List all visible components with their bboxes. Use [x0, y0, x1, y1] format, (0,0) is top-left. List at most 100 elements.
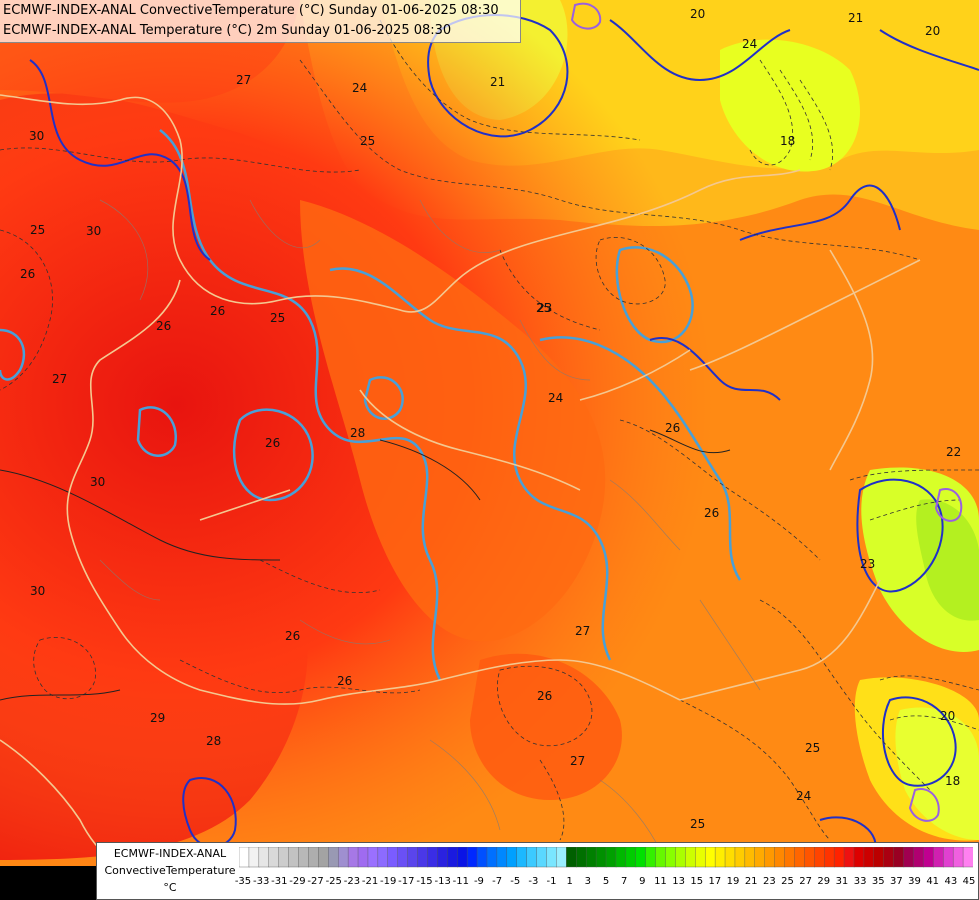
legend-swatch: [447, 847, 458, 868]
legend-swatch: [695, 847, 706, 868]
isoline-label: 20: [690, 7, 705, 21]
isoline-label: 26: [537, 689, 552, 703]
legend-swatch: [496, 847, 508, 868]
legend-tick-label: -33: [252, 876, 270, 887]
isoline-label: 28: [350, 426, 365, 440]
legend-swatch: [784, 847, 796, 868]
legend-swatch: [913, 847, 925, 868]
legend-unit: °C: [163, 881, 177, 894]
legend-tick-label: 15: [690, 876, 704, 887]
isoline-label: 27: [575, 624, 590, 638]
south-warm: [470, 653, 622, 800]
legend-swatch: [923, 847, 935, 868]
isoline-label: 25: [360, 134, 375, 148]
legend-swatch: [833, 847, 845, 868]
isoline-label: 30: [29, 129, 44, 143]
legend-swatch: [943, 847, 954, 868]
legend-tick-label: -13: [434, 876, 451, 887]
legend-swatch: [595, 847, 607, 868]
legend-tick-label: 27: [799, 876, 813, 887]
isoline-label: 24: [742, 37, 757, 51]
isoline-label: 21: [490, 75, 505, 89]
legend-swatch: [417, 847, 429, 868]
legend-tick-label: -5: [510, 876, 521, 887]
isoline-label: 23: [537, 301, 552, 315]
isoline-label: 30: [90, 475, 105, 489]
isoline-label: 27: [52, 372, 67, 386]
legend-swatch: [903, 847, 915, 868]
contours-lightblue: [0, 129, 742, 681]
legend-swatch: [536, 847, 548, 868]
legend-colorbar: [239, 847, 973, 868]
legend-tick-label: -17: [398, 876, 415, 887]
isoline-label: 30: [86, 224, 101, 238]
isoline-label: 24: [352, 81, 367, 95]
legend-tick-label: -9: [473, 876, 484, 887]
isoline-label: 26: [156, 319, 171, 333]
legend-swatch: [556, 847, 568, 868]
legend-tick-label: -25: [325, 876, 342, 887]
isoline-label: 25: [536, 301, 551, 315]
legend-swatch: [863, 847, 875, 868]
legend-swatch: [764, 847, 776, 868]
borders: [0, 94, 921, 861]
legend-swatch: [675, 847, 687, 868]
legend-tick-label: -27: [307, 876, 324, 887]
legend-tick-label: -21: [361, 876, 379, 887]
legend-tick-label: -3: [528, 876, 539, 887]
legend-tick-label: 13: [672, 876, 685, 887]
legend-tick-label: 25: [781, 876, 794, 887]
legend-tick-label: 35: [871, 876, 885, 887]
legend-tick-label: -31: [271, 876, 288, 887]
legend-swatch: [576, 847, 587, 868]
legend-swatch: [258, 847, 270, 868]
isoline-label: 26: [20, 267, 35, 281]
legend-swatch: [814, 847, 825, 868]
title-box: ECMWF-INDEX-ANAL ConvectiveTemperature (…: [0, 0, 521, 43]
legend-swatch: [318, 847, 329, 868]
legend-tick-label: 19: [726, 876, 740, 887]
title-temperature: ECMWF-INDEX-ANAL Temperature (°C) 2m Sun…: [3, 23, 452, 38]
legend-swatch: [605, 847, 617, 868]
legend-swatch: [298, 847, 310, 868]
legend-swatch: [516, 847, 528, 868]
legend-tick-label: 29: [817, 876, 831, 887]
legend-swatch: [328, 847, 339, 868]
legend-swatch: [397, 847, 409, 868]
legend-swatch: [933, 847, 944, 868]
legend-swatch: [952, 847, 964, 868]
legend-tick-label: 39: [908, 876, 921, 887]
legend-swatch: [625, 847, 637, 868]
legend-swatch: [724, 847, 736, 868]
legend-swatch: [278, 847, 290, 868]
legend-swatch: [873, 847, 885, 868]
legend-tick-label: 43: [944, 876, 958, 887]
legend-tick-label: -11: [452, 876, 469, 887]
legend-tick-label: -29: [289, 876, 306, 887]
legend-swatch: [566, 847, 577, 868]
isoline-label: 26: [265, 436, 280, 450]
legend-swatch: [714, 847, 726, 868]
legend-tick-label: -7: [492, 876, 503, 887]
legend-swatch: [387, 847, 399, 868]
legend-swatch: [665, 847, 677, 868]
legend-swatch: [824, 847, 835, 868]
legend-swatch: [585, 847, 597, 868]
legend-tick-label: -19: [380, 876, 397, 887]
isoline-label: 26: [704, 506, 719, 520]
legend-swatch: [506, 847, 518, 868]
isoline-label: 27: [236, 73, 251, 87]
bottom-left-black: [0, 866, 96, 900]
legend-model: ECMWF-INDEX-ANAL: [113, 847, 227, 860]
legend-tick-label: 33: [853, 876, 867, 887]
legend-swatch: [377, 847, 389, 868]
legend-swatch: [685, 847, 696, 868]
legend-swatch: [337, 847, 349, 868]
legend-swatch: [546, 847, 558, 868]
legend-tick-label: 21: [744, 876, 758, 887]
legend-swatch: [357, 847, 369, 868]
purple-cores: [570, 2, 963, 822]
legend-swatch: [486, 847, 498, 868]
